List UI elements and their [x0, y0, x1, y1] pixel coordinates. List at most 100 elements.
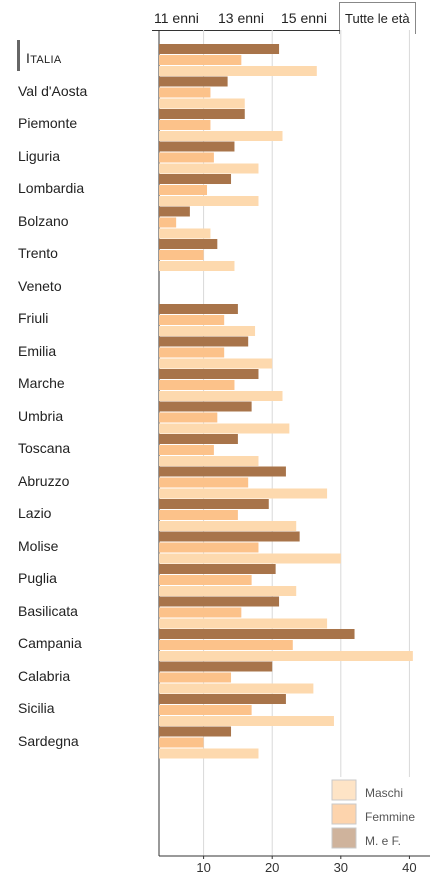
tab-11-enni[interactable]: 11 enni	[154, 10, 199, 26]
bar-maschi-marche	[159, 391, 283, 401]
bar-maschi-calabria	[159, 683, 314, 694]
bar-maschi-abruzzo	[159, 488, 328, 499]
bar-maschi-friuli	[159, 326, 256, 336]
tab-baseline	[152, 30, 340, 31]
bar-maschi-puglia	[159, 586, 297, 596]
bar-mf-umbria	[159, 401, 252, 412]
bar-maschi-sicilia	[159, 716, 334, 726]
region-emilia[interactable]: Emilia	[18, 342, 57, 359]
bar-mf-abruzzo	[159, 466, 286, 477]
region-campania[interactable]: Campania	[18, 635, 82, 651]
bar-mf-campania	[159, 629, 355, 639]
region-list: ITALIA Val d'Aosta Piemonte Liguria Lombardi…	[0, 0, 150, 875]
region-umbria[interactable]: Umbria	[18, 407, 64, 424]
bar-femmine-campania	[159, 640, 293, 650]
x-tick-label: 10	[196, 860, 210, 875]
bar-maschi-basilicata	[159, 618, 328, 629]
bar-mf-val-d-aosta	[159, 76, 228, 87]
bar-mf-bolzano	[159, 206, 190, 217]
bar-mf-emilia	[159, 336, 249, 347]
bar-femmine-umbria	[159, 412, 218, 423]
bar-maschi-piemonte	[159, 131, 283, 141]
region-sicilia[interactable]: Sicilia	[18, 700, 55, 716]
bar-femmine-sicilia	[159, 705, 252, 715]
region-calabria[interactable]: Calabria	[18, 667, 71, 684]
legend-swatch	[331, 779, 357, 801]
bar-maschi-lazio	[159, 521, 297, 531]
bar-maschi-val-d-aosta	[159, 98, 245, 109]
bar-mf-puglia	[159, 564, 276, 574]
bar-mf-sicilia	[159, 694, 286, 704]
bar-maschi-campania	[159, 651, 413, 661]
region-sardegna[interactable]: Sardegna	[18, 732, 79, 749]
bar-mf-molise	[159, 531, 300, 542]
bar-femmine-piemonte	[159, 120, 211, 130]
region-puglia[interactable]: Puglia	[18, 570, 57, 586]
bar-mf-lazio	[159, 499, 269, 509]
region-molise[interactable]: Molise	[18, 537, 59, 554]
age-tabs: 11 enni 13 enni 15 enni Tutte le età	[148, 2, 433, 34]
legend-label: Femmine	[365, 810, 415, 824]
legend: Maschi Femmine M. e F.	[328, 777, 428, 855]
bar-maschi-emilia	[159, 358, 273, 369]
bar-femmine-friuli	[159, 315, 225, 325]
tab-13-enni[interactable]: 13 enni	[218, 10, 264, 26]
bar-femmine-bolzano	[159, 217, 177, 228]
bar-mf-liguria	[159, 141, 235, 152]
legend-swatch	[331, 827, 357, 849]
region-val-d-aosta[interactable]: Val d'Aosta	[18, 82, 88, 99]
region-lazio[interactable]: Lazio	[18, 505, 52, 521]
region-italia[interactable]: ITALIA	[26, 50, 62, 66]
selected-region-marker	[17, 40, 20, 71]
x-tick-label: 30	[334, 860, 348, 875]
bar-femmine-sardegna	[159, 737, 204, 748]
bar-femmine-marche	[159, 380, 235, 390]
tab-tutte-le-eta[interactable]: Tutte le età	[339, 2, 416, 34]
x-tick-label: 20	[265, 860, 279, 875]
bar-femmine-italia	[159, 55, 242, 65]
bar-femmine-puglia	[159, 575, 252, 585]
region-bolzano[interactable]: Bolzano	[18, 212, 69, 229]
legend-swatch	[331, 803, 357, 825]
region-veneto[interactable]: Veneto	[18, 277, 62, 294]
region-friuli[interactable]: Friuli	[18, 310, 49, 326]
bar-mf-calabria	[159, 661, 273, 672]
bar-mf-sardegna	[159, 726, 232, 737]
bar-maschi-umbria	[159, 423, 290, 434]
bar-femmine-calabria	[159, 672, 232, 683]
region-trento[interactable]: Trento	[18, 245, 58, 261]
bar-mf-lombardia	[159, 174, 232, 184]
bar-mf-italia	[159, 44, 280, 54]
bar-mf-piemonte	[159, 109, 245, 119]
bar-mf-trento	[159, 239, 218, 249]
region-liguria[interactable]: Liguria	[18, 147, 61, 164]
bar-mf-marche	[159, 369, 259, 379]
region-abruzzo[interactable]: Abruzzo	[18, 472, 70, 489]
bar-femmine-lombardia	[159, 185, 208, 195]
bar-femmine-lazio	[159, 510, 238, 520]
region-lombardia[interactable]: Lombardia	[18, 180, 85, 196]
region-piemonte[interactable]: Piemonte	[18, 115, 78, 131]
bar-femmine-molise	[159, 542, 259, 553]
region-toscana[interactable]: Toscana	[18, 440, 71, 456]
region-basilicata[interactable]: Basilicata	[18, 602, 78, 619]
bar-maschi-bolzano	[159, 228, 211, 239]
x-tick-label: 40	[402, 860, 416, 875]
bar-maschi-lombardia	[159, 196, 259, 206]
bar-mf-basilicata	[159, 596, 280, 607]
bar-femmine-abruzzo	[159, 477, 249, 488]
bar-mf-friuli	[159, 304, 238, 314]
tab-15-enni[interactable]: 15 enni	[281, 10, 327, 26]
bar-mf-toscana	[159, 434, 238, 444]
region-marche[interactable]: Marche	[18, 375, 65, 391]
bar-maschi-trento	[159, 261, 235, 271]
bar-femmine-trento	[159, 250, 204, 260]
bar-maschi-italia	[159, 66, 317, 76]
bar-femmine-emilia	[159, 347, 225, 358]
bar-femmine-val-d-aosta	[159, 87, 211, 98]
bar-femmine-toscana	[159, 445, 214, 455]
bar-femmine-liguria	[159, 152, 214, 163]
legend-label: Maschi	[365, 786, 403, 800]
bar-femmine-basilicata	[159, 607, 242, 618]
bar-maschi-molise	[159, 553, 341, 564]
